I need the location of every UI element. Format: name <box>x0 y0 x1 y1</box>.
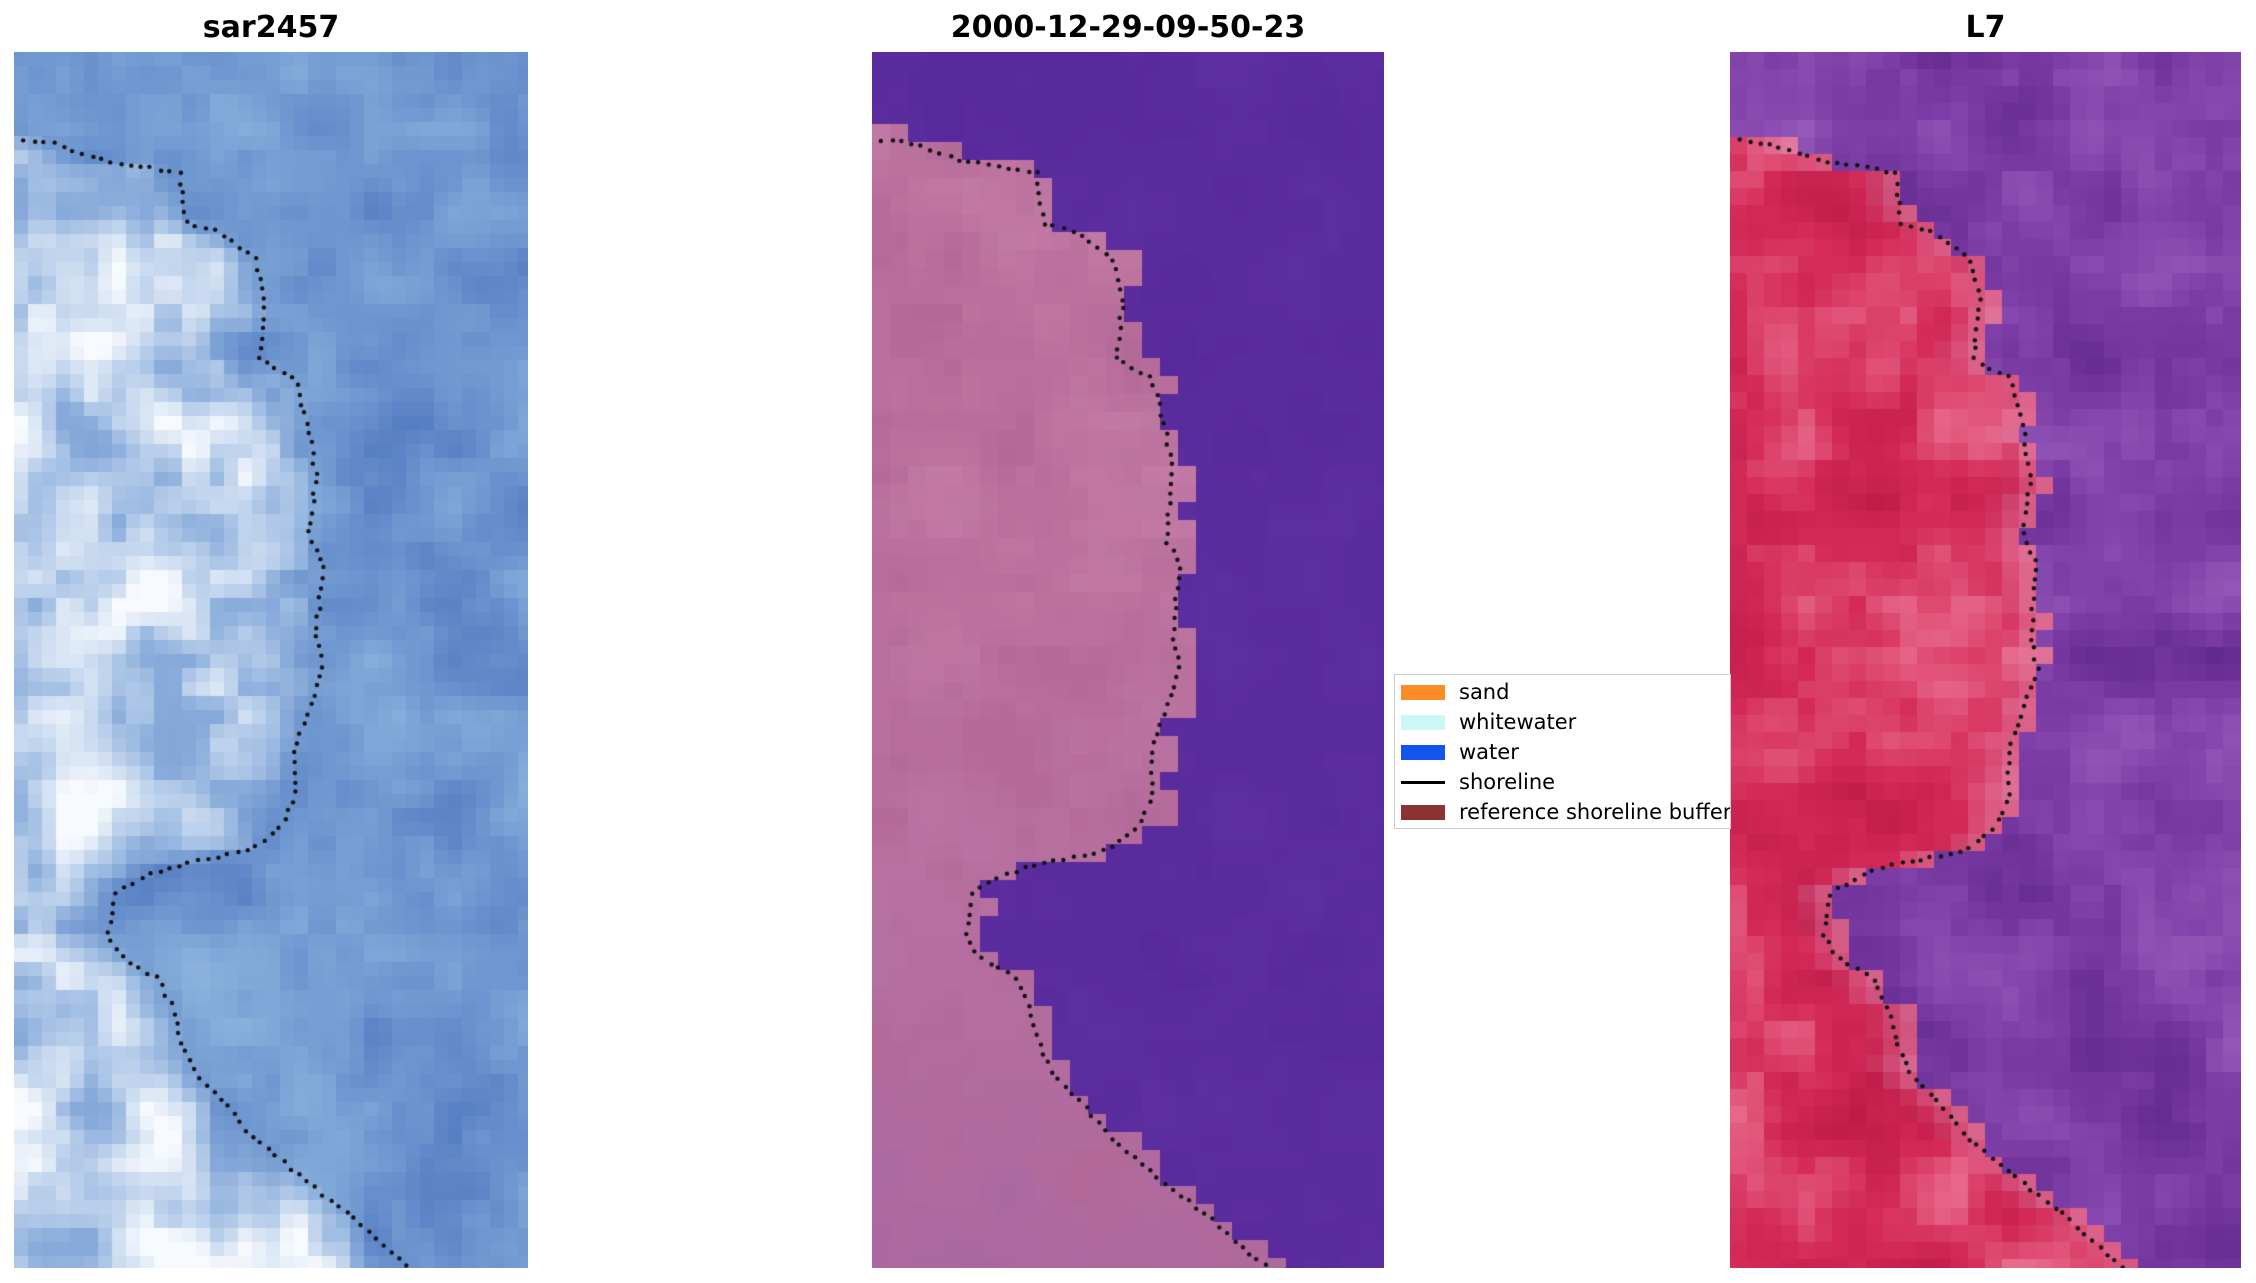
panel-classified <box>872 52 1384 1268</box>
classified-image <box>872 52 1384 1268</box>
panel-sar2457 <box>14 52 528 1268</box>
legend-color-swatch <box>1401 744 1445 760</box>
legend-color-swatch <box>1401 714 1445 730</box>
legend-item-reference-shoreline-buffer: reference shoreline buffer <box>1401 797 1730 827</box>
shoreline-line-swatch <box>1401 780 1445 784</box>
legend-item-water: water <box>1401 737 1730 767</box>
legend-label: sand <box>1459 680 1510 704</box>
legend-label: reference shoreline buffer <box>1459 800 1731 824</box>
l7-image <box>1730 52 2241 1268</box>
legend-color-swatch <box>1401 684 1445 700</box>
legend-item-whitewater: whitewater <box>1401 707 1730 737</box>
panel-l7 <box>1730 52 2241 1268</box>
panel-title-sar2457: sar2457 <box>202 10 340 45</box>
legend-label: whitewater <box>1459 710 1577 734</box>
legend-color-swatch <box>1401 804 1445 820</box>
legend-item-sand: sand <box>1401 677 1730 707</box>
legend-label: shoreline <box>1459 770 1556 794</box>
panel-title-date: 2000-12-29-09-50-23 <box>950 10 1306 45</box>
legend-item-shoreline: shoreline <box>1401 767 1730 797</box>
legend-label: water <box>1459 740 1519 764</box>
legend: sand whitewater water shoreline reference sh… <box>1394 674 1731 829</box>
sar2457-image <box>14 52 528 1268</box>
panel-title-l7: L7 <box>1965 10 2006 45</box>
